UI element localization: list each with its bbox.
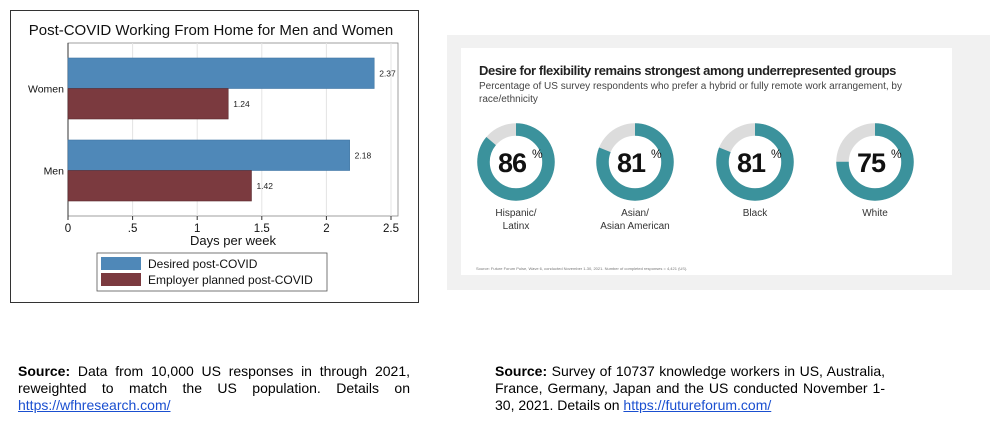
data-label: 1.24 (233, 99, 250, 109)
donut-arc-0 (477, 123, 555, 201)
x-tick-label: 1 (194, 223, 200, 235)
x-axis-label: Days per week (190, 233, 276, 248)
donut-value: 75 (857, 148, 886, 178)
category-label: Women (28, 84, 64, 96)
chart-title: Post-COVID Working From Home for Men and… (29, 22, 394, 39)
bar-women-0 (67, 57, 375, 89)
legend-swatch (101, 273, 141, 286)
source-text: Data from 10,000 US responses in through… (18, 363, 410, 396)
donut-category-label: White (862, 208, 888, 219)
donut-arc-1 (596, 123, 674, 201)
donut-category-label: Black (743, 208, 768, 219)
donut-value: 81 (737, 148, 766, 178)
legend-label: Desired post-COVID (148, 257, 258, 271)
donut-unit: % (771, 147, 782, 161)
donut-category-label: Hispanic/ (495, 208, 536, 219)
donut-value: 81 (617, 148, 646, 178)
donut-unit: % (651, 147, 662, 161)
donut-unit: % (532, 147, 543, 161)
data-label: 1.42 (256, 181, 273, 191)
bar-chart-panel: Post-COVID Working From Home for Men and… (10, 10, 419, 303)
legend-label: Employer planned post-COVID (148, 273, 313, 287)
source-right: Source: Survey of 10737 knowledge worker… (495, 363, 885, 414)
donut-chart-subtitle: Percentage of US survey respondents who … (479, 81, 902, 105)
bar-chart: Post-COVID Working From Home for Men and… (28, 22, 399, 292)
category-label: Men (44, 166, 65, 178)
source-link-futureforum[interactable]: https://futureforum.com/ (623, 397, 772, 413)
x-tick-label: 2.5 (383, 223, 399, 235)
donut-arc-3 (836, 123, 914, 201)
donut-chart-title: Desire for flexibility remains strongest… (479, 63, 896, 78)
source-link-wfhresearch[interactable]: https://wfhresearch.com/ (18, 397, 171, 413)
donut-unit: % (891, 147, 902, 161)
bar-women-1 (67, 88, 229, 120)
x-tick-label: 0 (65, 223, 71, 235)
source-label: Source: (18, 363, 71, 379)
source-label: Source: (495, 363, 548, 379)
donut-category-label: Asian/ (621, 208, 649, 219)
data-label: 2.18 (355, 150, 372, 160)
data-label: 2.37 (379, 68, 396, 78)
x-tick-label: 2 (323, 223, 329, 235)
x-tick-label: .5 (128, 223, 138, 235)
source-left: Source: Data from 10,000 US responses in… (18, 363, 410, 414)
x-tick-label: 1.5 (254, 223, 270, 235)
donut-value: 86 (498, 148, 527, 178)
legend-swatch (101, 257, 141, 270)
source-text: Survey of 10737 knowledge workers in US,… (495, 363, 885, 413)
donut-category-label: Asian American (600, 221, 669, 232)
donut-source-note: Source: Future Forum Pulse, Wave 6, cond… (476, 266, 688, 271)
bar-men-0 (67, 139, 350, 171)
bar-men-1 (67, 170, 252, 202)
donut-category-label: Latinx (503, 221, 530, 232)
donut-charts: 86 % Hispanic/Latinx 81 % Asian/Asian America… (477, 123, 914, 232)
donut-arc-2 (716, 123, 794, 201)
